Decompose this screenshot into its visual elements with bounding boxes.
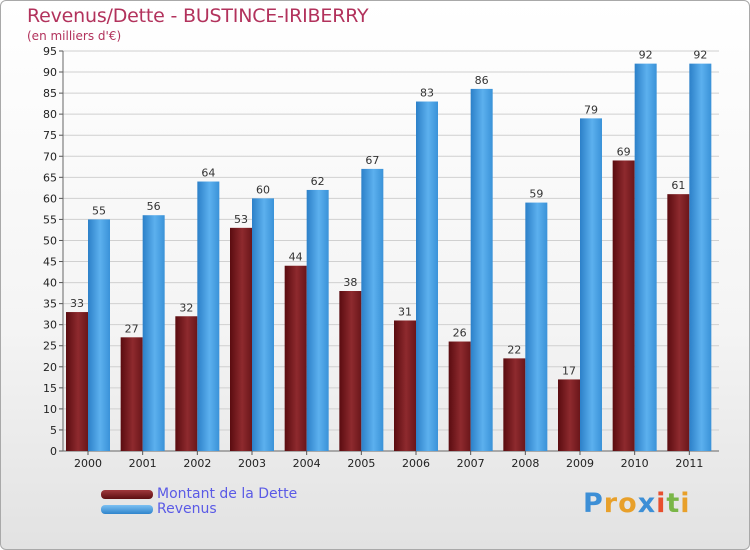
- bar-revenus: [361, 168, 384, 452]
- proxiti-logo: Proxiti: [583, 488, 691, 519]
- value-label-revenus: 86: [475, 74, 489, 87]
- bar-dette: [448, 341, 471, 451]
- y-tick-label: 55: [43, 213, 57, 226]
- chart-title: Revenus/Dette - BUSTINCE-IRIBERRY: [27, 5, 369, 27]
- bar-revenus: [306, 189, 329, 451]
- value-label-revenus: 92: [639, 49, 653, 62]
- bar-dette: [66, 312, 88, 451]
- value-label-revenus: 55: [92, 204, 106, 217]
- value-label-dette: 22: [507, 343, 521, 356]
- x-tick-label: 2000: [74, 457, 102, 470]
- bar-dette: [230, 227, 252, 451]
- bar-revenus: [88, 219, 110, 451]
- y-tick-label: 30: [43, 319, 57, 332]
- bar-revenus: [252, 198, 274, 451]
- value-label-revenus: 60: [256, 183, 270, 196]
- legend-label-dette: Montant de la Dette: [157, 486, 298, 502]
- bar-dette: [284, 265, 307, 451]
- y-tick-label: 95: [43, 45, 57, 58]
- y-tick-label: 25: [43, 340, 57, 353]
- x-tick-label: 2005: [347, 457, 375, 470]
- value-label-dette: 17: [562, 364, 576, 377]
- value-label-dette: 31: [398, 305, 412, 318]
- bar-revenus: [580, 118, 602, 452]
- value-label-revenus: 59: [529, 188, 543, 201]
- value-label-revenus: 64: [201, 167, 215, 180]
- value-label-dette: 61: [671, 179, 685, 192]
- value-label-revenus: 83: [420, 87, 434, 100]
- value-label-revenus: 92: [693, 49, 707, 62]
- x-tick-label: 2008: [511, 457, 539, 470]
- y-tick-label: 5: [50, 424, 57, 437]
- logo-letter: i: [680, 488, 691, 519]
- value-label-revenus: 79: [584, 103, 598, 116]
- y-tick-label: 0: [50, 445, 57, 458]
- value-label-revenus: 62: [311, 175, 325, 188]
- y-tick-label: 40: [43, 277, 57, 290]
- y-tick-label: 45: [43, 256, 57, 269]
- logo-letter: t: [666, 488, 681, 519]
- bar-dette: [339, 291, 362, 451]
- value-label-revenus: 56: [147, 200, 161, 213]
- y-tick-label: 60: [43, 192, 57, 205]
- bar-revenus: [634, 63, 657, 451]
- legend-swatch-dette: [101, 490, 153, 499]
- value-label-dette: 69: [617, 145, 631, 158]
- bar-revenus: [142, 215, 165, 451]
- logo-letter: P: [583, 488, 604, 519]
- bar-revenus: [197, 181, 220, 452]
- value-label-dette: 27: [125, 322, 139, 335]
- x-tick-label: 2009: [566, 457, 594, 470]
- x-tick-label: 2002: [183, 457, 211, 470]
- bar-dette: [120, 337, 143, 451]
- x-tick-label: 2006: [402, 457, 430, 470]
- bar-revenus: [525, 202, 548, 451]
- x-tick-label: 2007: [457, 457, 485, 470]
- y-tick-label: 75: [43, 129, 57, 142]
- value-label-dette: 38: [343, 276, 357, 289]
- bar-revenus: [689, 63, 712, 451]
- legend-label-revenus: Revenus: [157, 501, 217, 517]
- legend-swatch-revenus: [101, 505, 153, 514]
- y-tick-label: 80: [43, 108, 57, 121]
- value-label-dette: 26: [453, 327, 467, 340]
- value-label-dette: 44: [289, 251, 303, 264]
- logo-letter: r: [603, 488, 619, 519]
- y-tick-label: 35: [43, 298, 57, 311]
- bar-dette: [612, 160, 635, 451]
- y-tick-label: 50: [43, 234, 57, 247]
- y-tick-label: 65: [43, 171, 57, 184]
- bar-dette: [558, 379, 580, 451]
- y-tick-label: 15: [43, 382, 57, 395]
- y-tick-label: 70: [43, 150, 57, 163]
- bar-dette: [394, 320, 416, 451]
- x-tick-label: 2011: [675, 457, 703, 470]
- value-label-dette: 32: [179, 301, 193, 314]
- value-label-dette: 53: [234, 213, 248, 226]
- bar-dette: [503, 358, 526, 451]
- x-tick-label: 2003: [238, 457, 266, 470]
- bar-dette: [175, 316, 198, 451]
- bar-dette: [667, 194, 690, 451]
- x-tick-label: 2001: [129, 457, 157, 470]
- value-label-dette: 33: [70, 297, 84, 310]
- bar-revenus: [416, 101, 438, 452]
- chart-subtitle: (en milliers d'€): [27, 29, 122, 43]
- value-label-revenus: 67: [365, 154, 379, 167]
- x-tick-label: 2010: [621, 457, 649, 470]
- logo-letter: i: [656, 488, 667, 519]
- y-tick-label: 10: [43, 403, 57, 416]
- y-tick-label: 20: [43, 361, 57, 374]
- logo-letter: o: [618, 488, 638, 519]
- x-tick-label: 2004: [293, 457, 321, 470]
- logo-letter: x: [637, 488, 657, 519]
- y-tick-label: 90: [43, 66, 57, 79]
- y-tick-label: 85: [43, 87, 57, 100]
- bar-revenus: [470, 88, 493, 451]
